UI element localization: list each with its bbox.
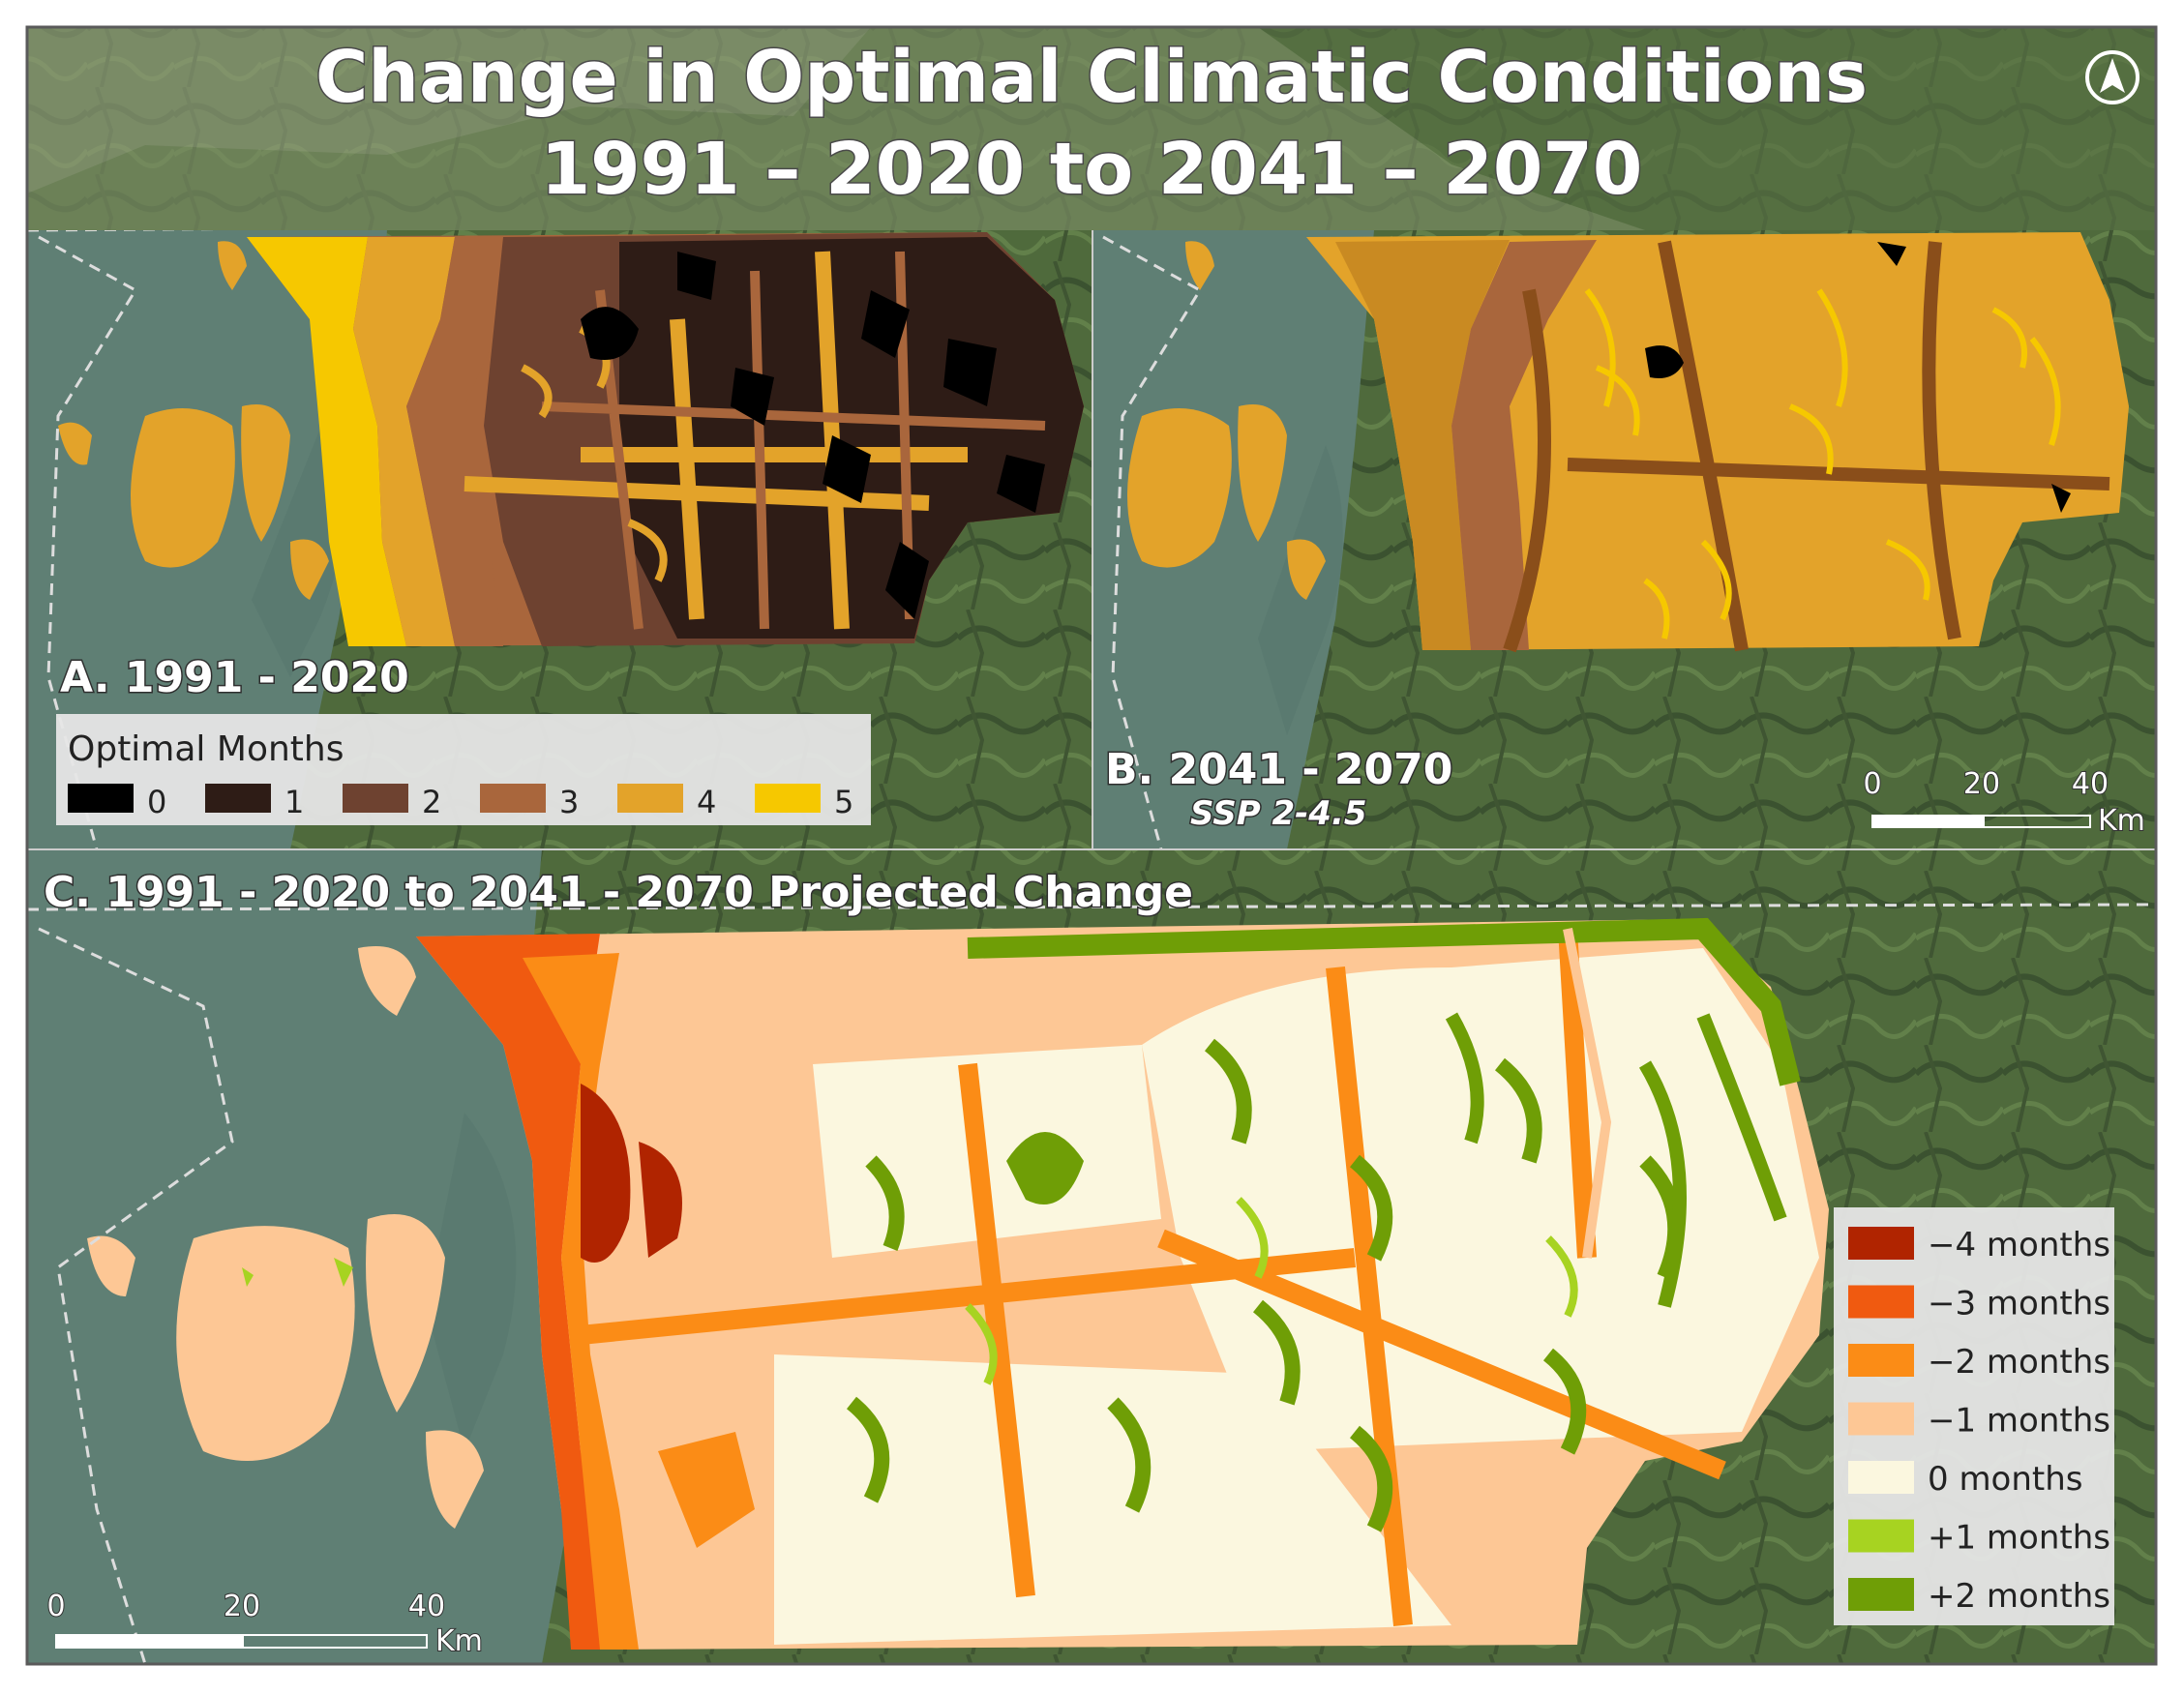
panel-c-scale-unit: Km [435, 1624, 483, 1658]
panel-b-islands [1127, 241, 1326, 600]
legend-a-label-2: 2 [422, 784, 441, 820]
legend-a-label-1: 1 [284, 784, 304, 820]
legend-a-swatch-2 [343, 784, 408, 813]
figure-title-line2: 1991 – 2020 to 2041 – 2070 [541, 128, 1643, 211]
legend-a-label-0: 0 [147, 784, 166, 820]
panel-b-study-area [1306, 232, 2129, 653]
panel-c-scale-tick: 40 [408, 1590, 445, 1623]
panel-b-scale-tick: 0 [1863, 767, 1881, 801]
legend-c-label-2: −2 months [1928, 1343, 2110, 1382]
panel-a-legend: Optimal Months 0 1 2 3 4 5 [56, 714, 871, 825]
figure-title-line1: Change in Optimal Climatic Conditions [315, 36, 1868, 119]
legend-c-swatch-6 [1848, 1578, 1914, 1611]
legend-c-swatch-1 [1848, 1285, 1914, 1319]
panel-b-scale-tick: 20 [1963, 767, 2000, 801]
panel-b-map [1093, 230, 2156, 849]
legend-c-label-5: +1 months [1928, 1519, 2110, 1558]
legend-a-label-3: 3 [559, 784, 579, 820]
panel-a-label: A. 1991 - 2020 [60, 653, 409, 702]
legend-c-swatch-5 [1848, 1519, 1914, 1553]
panel-b-label: B. 2041 - 2070 [1105, 745, 1452, 794]
legend-a-label-5: 5 [834, 784, 853, 820]
legend-c-swatch-3 [1848, 1402, 1914, 1436]
panel-c-islands [87, 946, 484, 1529]
panel-c-study-area [416, 917, 1829, 1650]
legend-c-label-6: +2 months [1928, 1577, 2110, 1616]
panel-b-scale-bar: 0 20 40 Km [1862, 766, 2145, 839]
panel-b-scale-tick: 40 [2072, 767, 2109, 801]
legend-a-swatch-1 [205, 784, 271, 813]
panel-c-label: C. 1991 - 2020 to 2041 - 2070 Projected … [44, 868, 1193, 917]
legend-c-swatch-2 [1848, 1344, 1914, 1377]
legend-c-label-0: −4 months [1928, 1226, 2110, 1264]
north-arrow-icon [2085, 50, 2139, 104]
legend-a-label-4: 4 [697, 784, 716, 820]
panel-c-legend: −4 months −3 months −2 months −1 months 0 mo… [1834, 1207, 2114, 1625]
top-background [27, 27, 2156, 230]
legend-c-swatch-0 [1848, 1227, 1914, 1260]
panel-c-map [27, 849, 2156, 1664]
legend-a-swatch-0 [68, 784, 134, 813]
panel-c-scale-bar: 0 20 40 Km [45, 1589, 483, 1659]
panel-c-scale-tick: 20 [224, 1590, 260, 1623]
panel-a-legend-title: Optimal Months [68, 729, 344, 769]
panel-c-scale-tick: 0 [46, 1590, 65, 1623]
legend-a-swatch-3 [480, 784, 546, 813]
legend-a-swatch-5 [755, 784, 821, 813]
panel-a-study-area [247, 232, 1084, 646]
legend-c-swatch-4 [1848, 1461, 1914, 1494]
legend-c-label-4: 0 months [1928, 1460, 2083, 1499]
legend-c-label-3: −1 months [1928, 1402, 2110, 1441]
panel-a-islands [58, 241, 329, 600]
panel-b-scenario: SSP 2-4.5 [1190, 794, 1367, 833]
legend-c-label-1: −3 months [1928, 1285, 2110, 1323]
legend-a-swatch-4 [617, 784, 683, 813]
panel-b-scale-unit: Km [2098, 804, 2145, 838]
figure-frame [25, 25, 2158, 1666]
